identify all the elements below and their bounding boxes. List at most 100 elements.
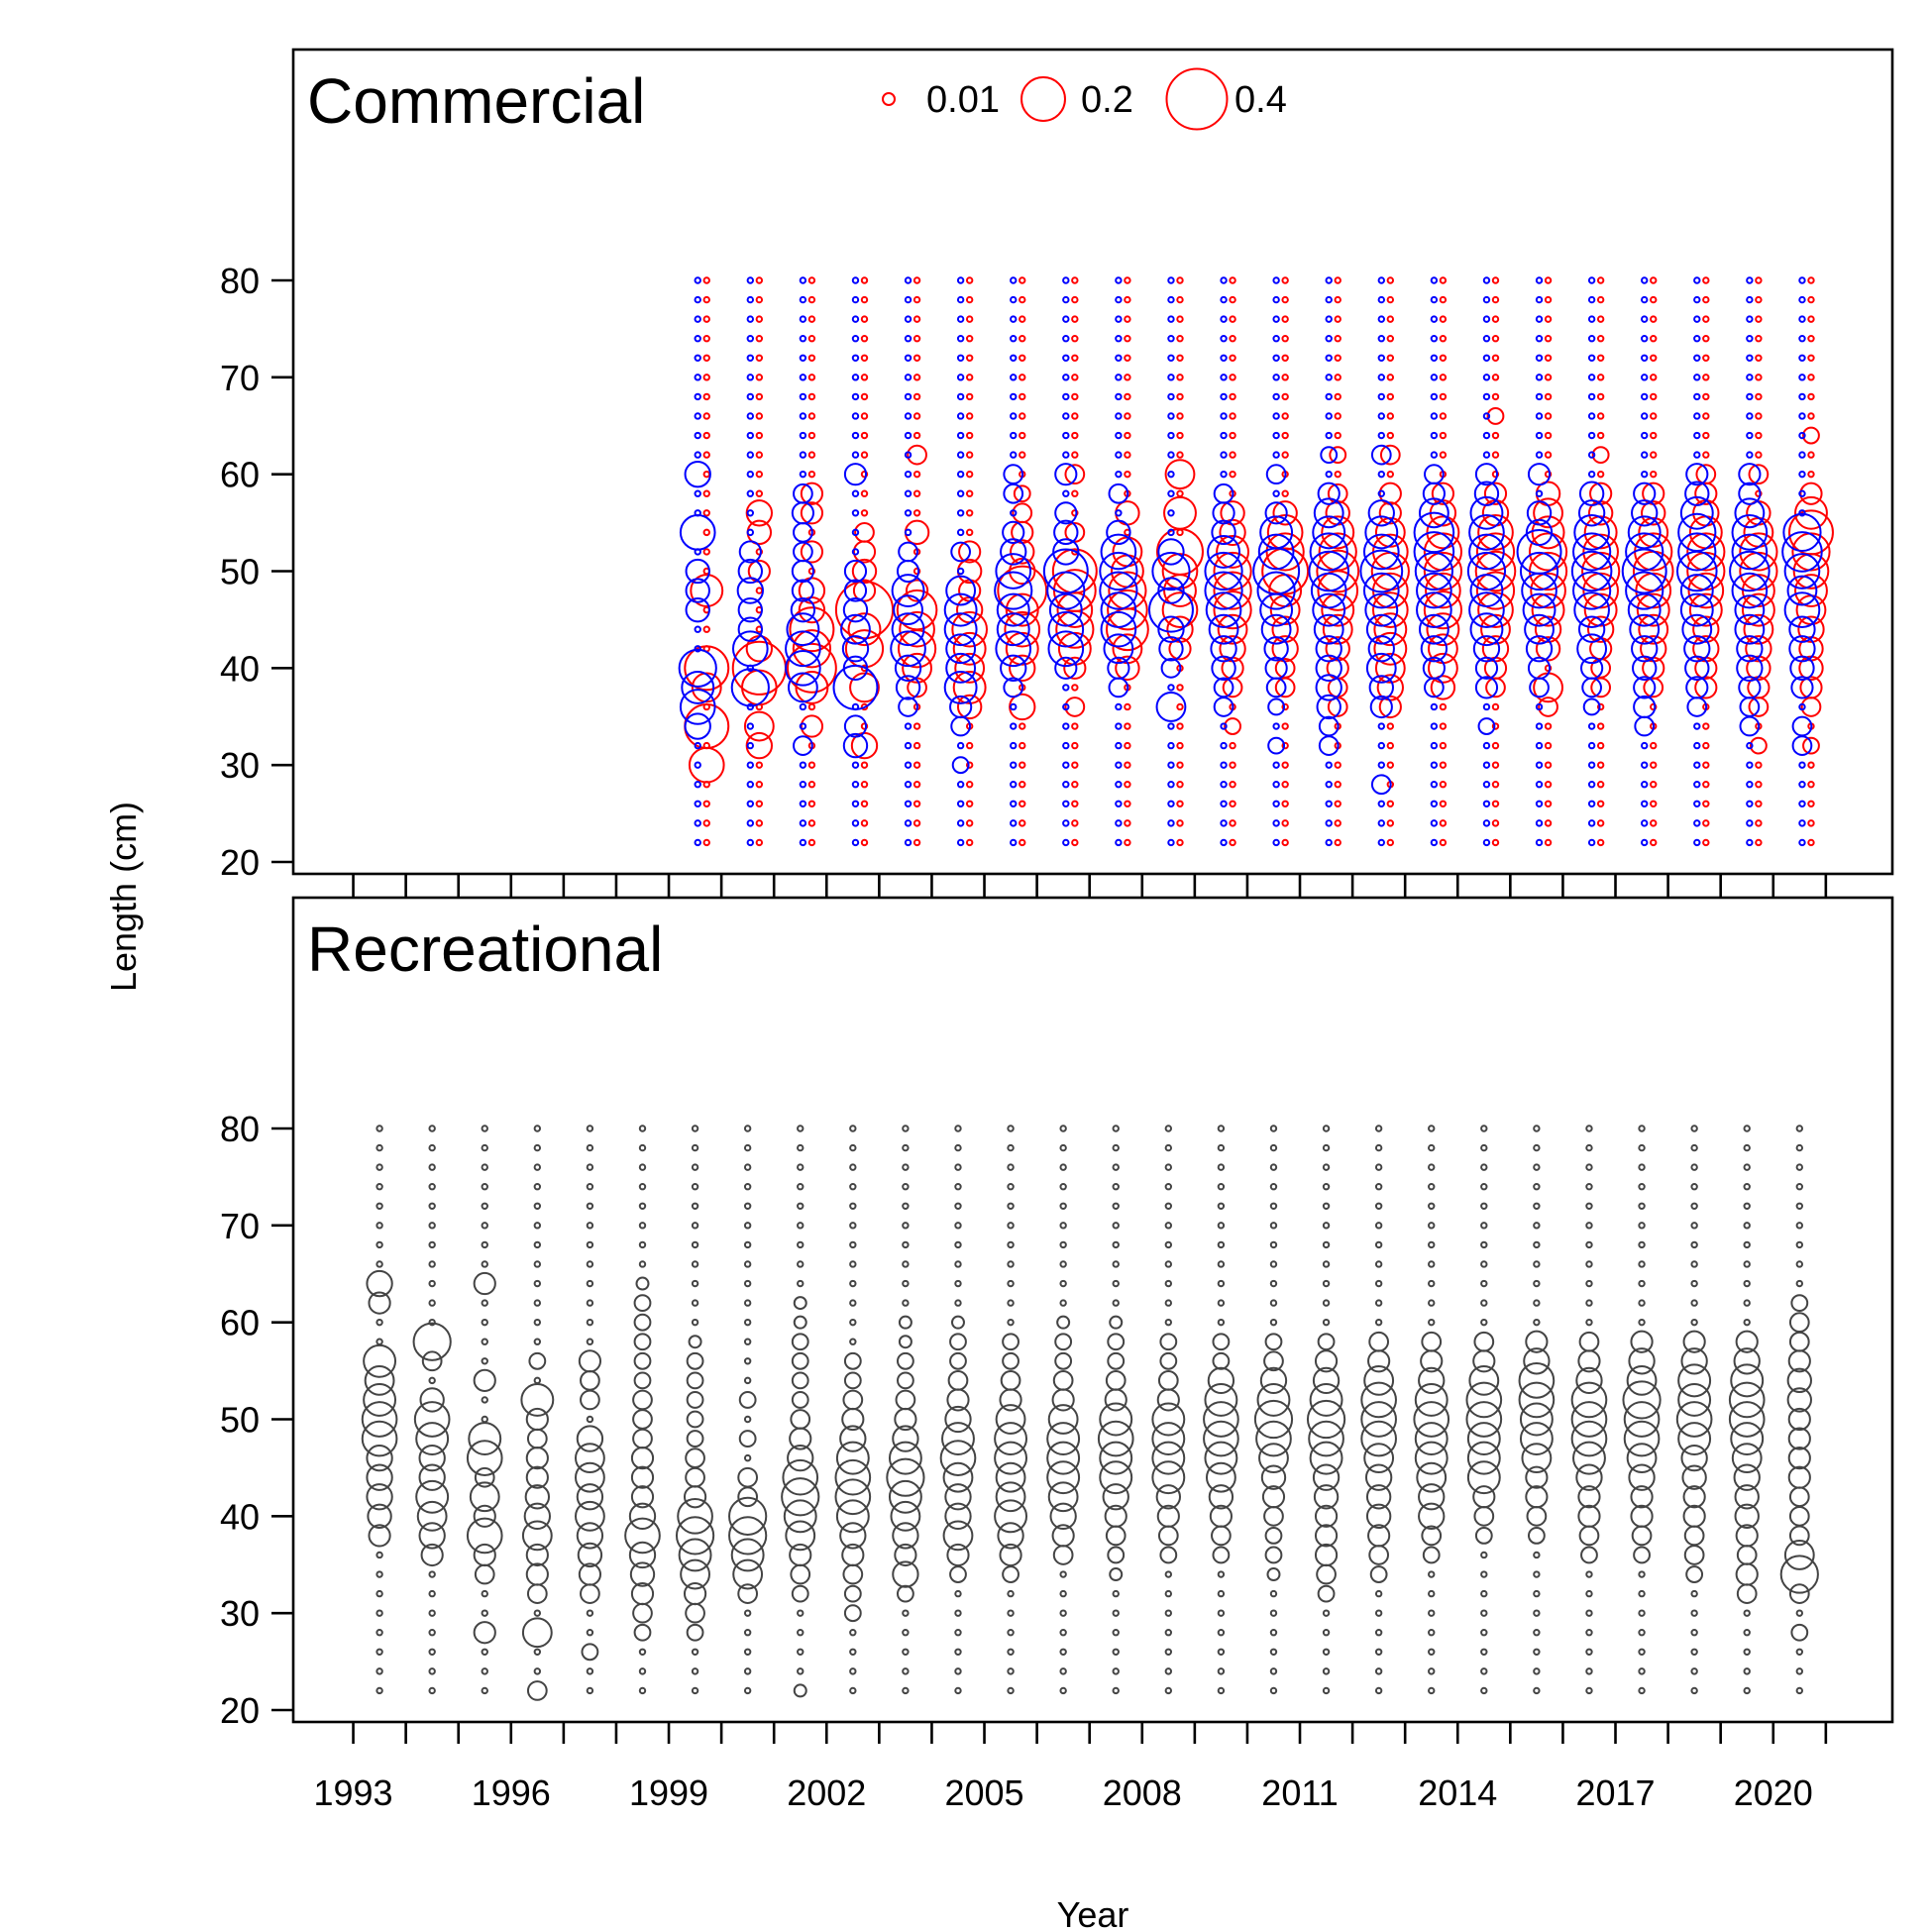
bubble-commercial-0 xyxy=(860,800,869,808)
bubble-recreational-0 xyxy=(1112,1240,1120,1249)
bubble-commercial-1 xyxy=(1115,722,1123,730)
bubble-recreational-0 xyxy=(1112,1279,1120,1288)
bubble-commercial-1 xyxy=(1377,741,1385,750)
bubble-commercial-1 xyxy=(1106,519,1131,546)
bubble-commercial-0 xyxy=(1799,676,1823,699)
bubble-commercial-0 xyxy=(954,652,986,684)
bubble-commercial-0 xyxy=(1439,722,1448,730)
bubble-commercial-1 xyxy=(1115,374,1123,381)
bubble-recreational-0 xyxy=(1269,1609,1278,1617)
bubble-recreational-0 xyxy=(1217,1570,1226,1578)
bubble-commercial-1 xyxy=(1587,276,1596,284)
bubble-commercial-1 xyxy=(1010,412,1018,420)
bubble-commercial-1 xyxy=(1315,635,1342,663)
bubble-recreational-0 xyxy=(743,1453,752,1462)
bubble-commercial-1 xyxy=(1693,838,1701,847)
bubble-commercial-1 xyxy=(1308,550,1350,592)
bubble-commercial-0 xyxy=(1071,722,1079,730)
bubble-commercial-1 xyxy=(1316,694,1342,720)
bubble-commercial-1 xyxy=(1062,722,1070,730)
bubble-recreational-0 xyxy=(1428,1609,1436,1617)
bubble-commercial-0 xyxy=(847,612,882,647)
bubble-recreational-0 xyxy=(743,1338,752,1345)
bubble-recreational-0 xyxy=(1269,1299,1278,1307)
bubble-commercial-0 xyxy=(1596,470,1605,479)
bubble-recreational-0 xyxy=(1623,1401,1661,1438)
bubble-commercial-0 xyxy=(965,334,974,343)
y-tick-label: 50 xyxy=(220,1400,260,1441)
bubble-commercial-1 xyxy=(891,612,925,647)
bubble-commercial-0 xyxy=(1755,315,1763,323)
bubble-commercial-0 xyxy=(1124,800,1131,808)
bubble-commercial-1 xyxy=(1167,470,1175,479)
bubble-commercial-0 xyxy=(1650,451,1658,459)
bubble-commercial-1 xyxy=(1736,654,1764,683)
bubble-recreational-0 xyxy=(638,1686,647,1695)
bubble-recreational-0 xyxy=(1743,1143,1751,1152)
bubble-recreational-0 xyxy=(428,1686,436,1695)
bubble-commercial-0 xyxy=(1213,551,1252,591)
bubble-commercial-1 xyxy=(694,838,701,847)
bubble-commercial-0 xyxy=(702,334,710,343)
bubble-commercial-0 xyxy=(965,451,974,459)
bubble-commercial-1 xyxy=(799,451,807,459)
bubble-recreational-0 xyxy=(1533,1318,1541,1327)
bubble-recreational-0 xyxy=(1472,1485,1496,1509)
bubble-commercial-1 xyxy=(890,630,926,668)
bubble-commercial-1 xyxy=(1641,374,1649,381)
bubble-commercial-1 xyxy=(679,689,716,725)
bubble-commercial-0 xyxy=(1281,819,1289,827)
bubble-commercial-0 xyxy=(1491,315,1500,323)
bubble-commercial-0 xyxy=(807,800,816,808)
bubble-commercial-1 xyxy=(694,295,701,304)
bubble-recreational-0 xyxy=(577,1542,603,1568)
bubble-commercial-0 xyxy=(1650,374,1658,381)
bubble-recreational-0 xyxy=(1428,1202,1436,1210)
bubble-recreational-0 xyxy=(533,1279,542,1288)
bubble-recreational-0 xyxy=(1102,1483,1129,1511)
bubble-commercial-1 xyxy=(1157,615,1185,643)
bubble-commercial-0 xyxy=(1702,334,1710,343)
bubble-recreational-0 xyxy=(428,1143,436,1152)
bubble-commercial-1 xyxy=(1738,463,1762,486)
bubble-recreational-0 xyxy=(1585,1240,1593,1249)
bubble-commercial-1 xyxy=(1587,412,1596,420)
bubble-recreational-0 xyxy=(1585,1125,1593,1132)
bubble-recreational-0 xyxy=(737,1583,759,1604)
bubble-recreational-0 xyxy=(902,1629,910,1637)
bubble-recreational-0 xyxy=(954,1182,962,1191)
bubble-recreational-0 xyxy=(1533,1240,1541,1249)
bubble-recreational-0 xyxy=(886,1457,925,1497)
bubble-commercial-1 xyxy=(1010,431,1018,440)
bubble-recreational-0 xyxy=(1217,1260,1226,1268)
bubble-commercial-0 xyxy=(1176,334,1184,343)
bubble-recreational-0 xyxy=(1473,1505,1495,1527)
bubble-commercial-0 xyxy=(1051,548,1098,594)
bubble-recreational-0 xyxy=(1112,1589,1120,1598)
bubble-commercial-1 xyxy=(1370,774,1392,796)
bubble-recreational-0 xyxy=(1743,1125,1751,1132)
bubble-recreational-0 xyxy=(849,1648,857,1657)
bubble-commercial-1 xyxy=(1062,489,1070,497)
bubble-commercial-0 xyxy=(1019,761,1026,769)
bubble-commercial-0 xyxy=(1334,470,1342,479)
bubble-recreational-0 xyxy=(376,1125,383,1132)
bubble-recreational-0 xyxy=(1374,1222,1383,1230)
bubble-commercial-0 xyxy=(965,315,974,323)
bubble-commercial-1 xyxy=(1633,695,1657,719)
bubble-recreational-0 xyxy=(418,1522,446,1550)
bubble-commercial-0 xyxy=(1176,354,1184,362)
bubble-commercial-0 xyxy=(1071,276,1079,284)
bubble-recreational-0 xyxy=(683,1582,707,1606)
bubble-recreational-0 xyxy=(680,1558,710,1590)
bubble-recreational-0 xyxy=(1164,1589,1173,1598)
bubble-commercial-1 xyxy=(1632,655,1658,682)
bubble-commercial-0 xyxy=(807,354,816,362)
bubble-commercial-0 xyxy=(1019,374,1026,381)
bubble-commercial-1 xyxy=(1213,483,1234,504)
bubble-commercial-1 xyxy=(1272,838,1280,847)
bubble-recreational-0 xyxy=(1480,1182,1488,1191)
bubble-commercial-1 xyxy=(1641,354,1649,362)
bubble-recreational-0 xyxy=(1363,1364,1395,1396)
bubble-recreational-0 xyxy=(376,1686,383,1695)
